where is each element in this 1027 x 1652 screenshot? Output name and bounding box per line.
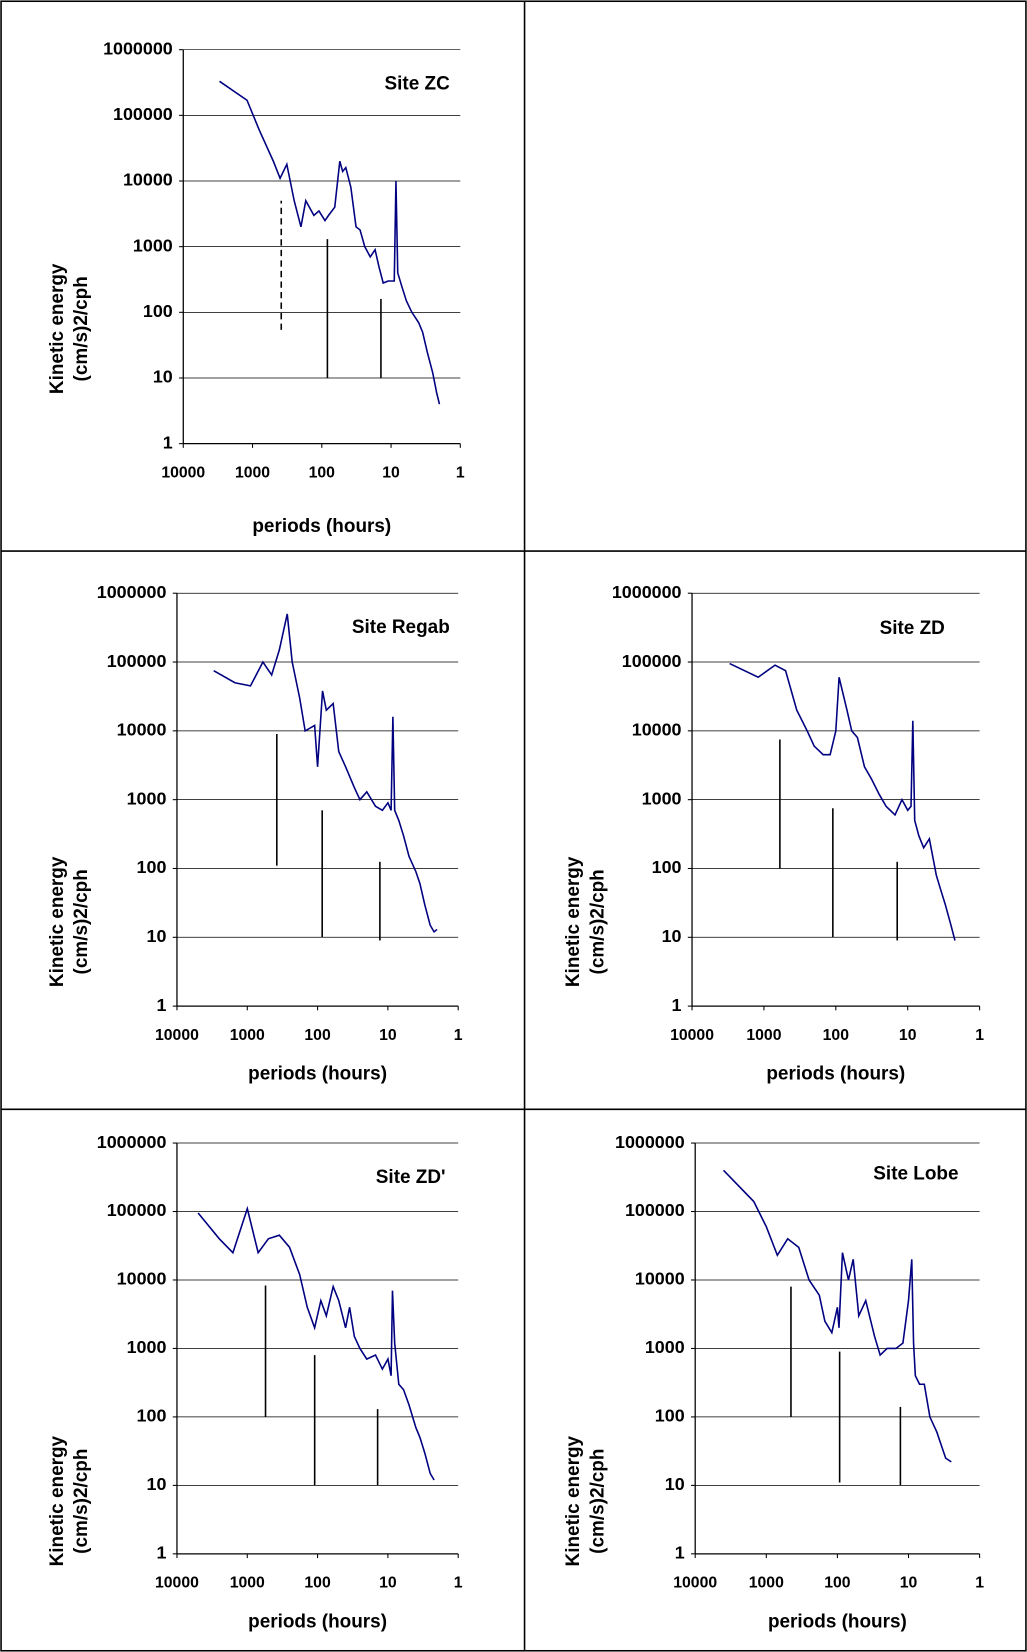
- y-axis-label: (cm/s)2/cph: [587, 869, 608, 974]
- spectrum-line: [722, 1169, 952, 1463]
- x-tick-label: 100: [309, 464, 336, 481]
- spectrum-line: [213, 613, 438, 934]
- y-tick-label: 100000: [622, 651, 682, 671]
- y-tick-label: 10: [662, 926, 682, 946]
- y-tick-label: 100: [143, 301, 173, 321]
- x-tick-label: 10000: [670, 1027, 714, 1044]
- y-axis-label: (cm/s)2/cph: [71, 276, 92, 381]
- y-tick-label: 10000: [635, 1269, 685, 1289]
- y-tick-label: 1: [675, 1543, 685, 1563]
- y-axis-label: Kinetic energy: [563, 856, 584, 987]
- spectrum-line: [219, 80, 441, 405]
- chart-title: Site ZD': [376, 1167, 446, 1188]
- x-tick-label: 1: [454, 1027, 463, 1044]
- x-tick-label: 100: [304, 1575, 331, 1592]
- y-tick-label: 1000: [133, 235, 173, 255]
- x-tick-label: 10000: [155, 1027, 199, 1044]
- y-tick-label: 1000000: [97, 582, 167, 602]
- x-tick-label: 1: [975, 1575, 984, 1592]
- y-axis-label: Kinetic energy: [47, 856, 68, 987]
- y-axis-label: Kinetic energy: [47, 263, 68, 394]
- y-tick-label: 1000000: [97, 1132, 167, 1152]
- x-axis-label: periods (hours): [248, 1611, 387, 1632]
- x-tick-label: 1000: [230, 1575, 265, 1592]
- spectrum-line: [197, 1205, 435, 1481]
- y-tick-label: 1000: [127, 788, 167, 808]
- y-tick-label: 10000: [117, 1269, 167, 1289]
- x-tick-label: 100: [304, 1027, 331, 1044]
- y-tick-label: 1000: [127, 1337, 167, 1357]
- y-tick-label: 10000: [117, 720, 167, 740]
- chart-title: Site Regab: [352, 617, 450, 638]
- y-axis-label: (cm/s)2/cph: [71, 1449, 92, 1554]
- y-tick-label: 100: [137, 857, 167, 877]
- y-axis-label: Kinetic energy: [563, 1435, 584, 1566]
- x-tick-label: 1000: [746, 1027, 781, 1044]
- x-axis-label: periods (hours): [768, 1611, 907, 1632]
- y-tick-label: 1000000: [103, 38, 173, 58]
- x-tick-label: 1: [975, 1027, 984, 1044]
- y-tick-label: 1000: [645, 1337, 685, 1357]
- y-tick-label: 10: [147, 1474, 167, 1494]
- y-tick-label: 100: [652, 857, 682, 877]
- x-axis-label: periods (hours): [248, 1064, 387, 1085]
- y-tick-label: 100000: [107, 651, 167, 671]
- y-tick-label: 1: [156, 1543, 166, 1563]
- y-tick-label: 1000000: [612, 582, 682, 602]
- y-axis-label: (cm/s)2/cph: [71, 869, 92, 974]
- y-tick-label: 100000: [107, 1200, 167, 1220]
- y-tick-label: 1: [672, 995, 682, 1015]
- y-tick-label: 1000000: [615, 1132, 685, 1152]
- x-tick-label: 100: [824, 1575, 851, 1592]
- y-tick-label: 100000: [625, 1200, 685, 1220]
- x-tick-label: 10: [379, 1575, 397, 1592]
- y-tick-label: 10: [147, 926, 167, 946]
- y-axis-label: (cm/s)2/cph: [587, 1449, 608, 1554]
- y-tick-label: 1: [156, 995, 166, 1015]
- x-tick-label: 10: [379, 1027, 397, 1044]
- chart-title: Site ZC: [385, 73, 451, 94]
- x-tick-label: 10000: [155, 1575, 199, 1592]
- y-tick-label: 10: [665, 1474, 685, 1494]
- x-tick-label: 10: [899, 1027, 917, 1044]
- y-axis-label: Kinetic energy: [47, 1435, 68, 1566]
- x-tick-label: 1000: [235, 464, 270, 481]
- y-tick-label: 1000: [642, 788, 682, 808]
- spectrum-line: [729, 662, 956, 941]
- x-axis-label: periods (hours): [766, 1064, 905, 1085]
- y-tick-label: 100: [137, 1406, 167, 1426]
- x-tick-label: 100: [823, 1027, 850, 1044]
- x-tick-label: 1: [454, 1575, 463, 1592]
- chart-title: Site Lobe: [873, 1164, 958, 1185]
- x-tick-label: 1: [456, 464, 465, 481]
- chart-title: Site ZD: [880, 618, 945, 639]
- y-tick-label: 10000: [632, 720, 682, 740]
- y-tick-label: 1: [163, 432, 173, 452]
- y-tick-label: 100: [655, 1406, 685, 1426]
- x-tick-label: 10: [900, 1575, 918, 1592]
- x-tick-label: 10: [382, 464, 400, 481]
- y-tick-label: 100000: [113, 104, 173, 124]
- y-tick-label: 10: [153, 367, 173, 387]
- x-axis-label: periods (hours): [252, 516, 391, 537]
- x-tick-label: 10000: [161, 464, 205, 481]
- x-tick-label: 1000: [749, 1575, 784, 1592]
- x-tick-label: 10000: [673, 1575, 717, 1592]
- x-tick-label: 1000: [230, 1027, 265, 1044]
- y-tick-label: 10000: [123, 170, 173, 190]
